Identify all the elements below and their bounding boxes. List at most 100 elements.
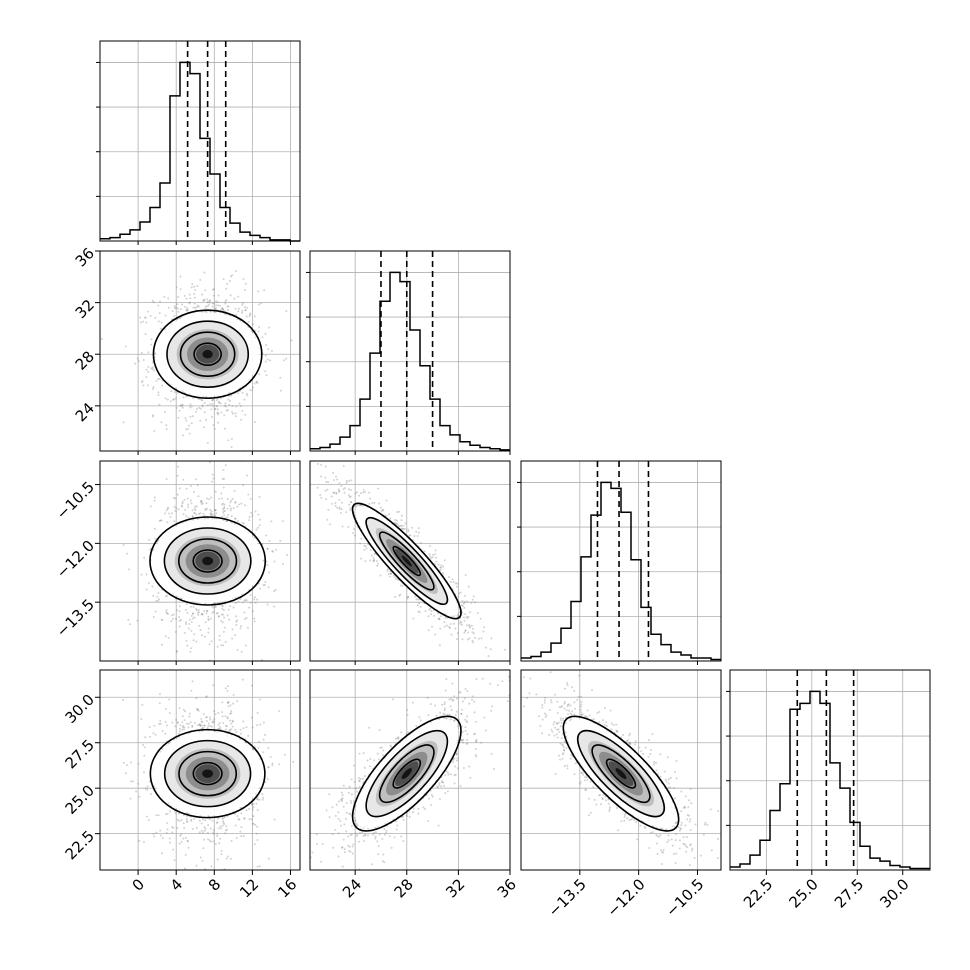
- sample-point: [235, 623, 238, 626]
- sample-point: [285, 357, 288, 360]
- sample-point: [165, 831, 168, 834]
- sample-point: [196, 484, 199, 487]
- sample-point: [353, 528, 356, 531]
- sample-point: [417, 598, 420, 601]
- sample-point: [223, 427, 226, 430]
- sample-point: [417, 610, 420, 613]
- sample-point: [234, 601, 237, 604]
- sample-point: [341, 501, 344, 504]
- histogram-step-line: [100, 61, 300, 242]
- sample-point: [350, 501, 353, 504]
- sample-point: [159, 834, 162, 837]
- sample-point: [151, 366, 154, 369]
- sample-point: [188, 302, 191, 305]
- sample-point: [248, 516, 251, 519]
- sample-point: [172, 497, 175, 500]
- sample-point: [207, 722, 210, 725]
- sample-point: [222, 820, 225, 823]
- sample-point: [166, 724, 169, 727]
- sample-point: [155, 814, 158, 817]
- sample-point: [213, 302, 216, 305]
- sample-point: [210, 865, 213, 868]
- sample-point: [222, 486, 225, 489]
- sample-point: [184, 623, 187, 626]
- sample-point: [440, 564, 443, 567]
- sample-point: [193, 292, 196, 295]
- sample-point: [279, 389, 282, 392]
- sample-point: [178, 820, 181, 823]
- sample-point: [241, 391, 244, 394]
- sample-point: [142, 320, 145, 323]
- sample-point: [212, 610, 215, 613]
- sample-point: [229, 509, 232, 512]
- sample-point: [253, 620, 256, 623]
- sample-point: [221, 604, 224, 607]
- sample-point: [198, 723, 201, 726]
- sample-point: [178, 487, 181, 490]
- sample-point: [150, 367, 153, 370]
- sample-point: [427, 629, 430, 632]
- sample-point: [218, 842, 221, 845]
- sample-point: [264, 354, 267, 357]
- sample-point: [234, 517, 237, 520]
- sample-point: [332, 479, 335, 482]
- sample-point: [467, 585, 470, 588]
- sample-point: [145, 588, 148, 591]
- sample-point: [236, 519, 239, 522]
- sample-point: [338, 482, 341, 485]
- sample-point: [208, 299, 211, 302]
- sample-point: [409, 534, 412, 537]
- sample-point: [190, 405, 193, 408]
- sample-point: [250, 684, 253, 687]
- sample-point: [371, 502, 374, 505]
- sample-point: [223, 507, 226, 510]
- sample-point: [176, 465, 179, 468]
- sample-point: [267, 857, 270, 860]
- sample-point: [400, 527, 403, 530]
- sample-point: [283, 753, 286, 756]
- sample-point: [225, 299, 228, 302]
- sample-point: [199, 512, 202, 515]
- sample-point: [184, 508, 187, 511]
- sample-point: [204, 827, 207, 830]
- sample-point: [195, 609, 198, 612]
- density-panel-3-1: [99, 460, 301, 662]
- sample-point: [165, 609, 168, 612]
- sample-point: [163, 295, 166, 298]
- sample-point: [376, 564, 379, 567]
- sample-point: [359, 492, 362, 495]
- sample-point: [199, 501, 202, 504]
- sample-point: [175, 286, 178, 289]
- sample-point: [438, 644, 441, 647]
- sample-point: [190, 502, 193, 505]
- sample-point: [146, 310, 149, 313]
- sample-point: [191, 612, 194, 615]
- sample-point: [185, 602, 188, 605]
- sample-point: [468, 625, 471, 628]
- sample-point: [177, 310, 180, 313]
- sample-point: [208, 498, 211, 501]
- sample-point: [161, 384, 164, 387]
- sample-point: [380, 510, 383, 513]
- sample-point: [155, 831, 158, 834]
- panel-frame: [309, 250, 511, 452]
- contour-line: [192, 549, 223, 573]
- sample-point: [151, 585, 154, 588]
- sample-point: [248, 606, 251, 609]
- sample-point: [258, 865, 261, 868]
- sample-point: [257, 513, 260, 516]
- sample-point: [411, 526, 414, 529]
- sample-point: [253, 382, 256, 385]
- sample-point: [398, 594, 401, 597]
- sample-point: [195, 864, 198, 867]
- sample-point: [153, 499, 156, 502]
- sample-point: [256, 798, 259, 801]
- sample-point: [168, 810, 171, 813]
- sample-point: [225, 725, 228, 728]
- sample-point: [399, 593, 402, 596]
- sample-point: [260, 302, 263, 305]
- sample-point: [274, 588, 277, 591]
- sample-point: [231, 498, 234, 501]
- sample-point: [360, 557, 363, 560]
- sample-point: [230, 839, 233, 842]
